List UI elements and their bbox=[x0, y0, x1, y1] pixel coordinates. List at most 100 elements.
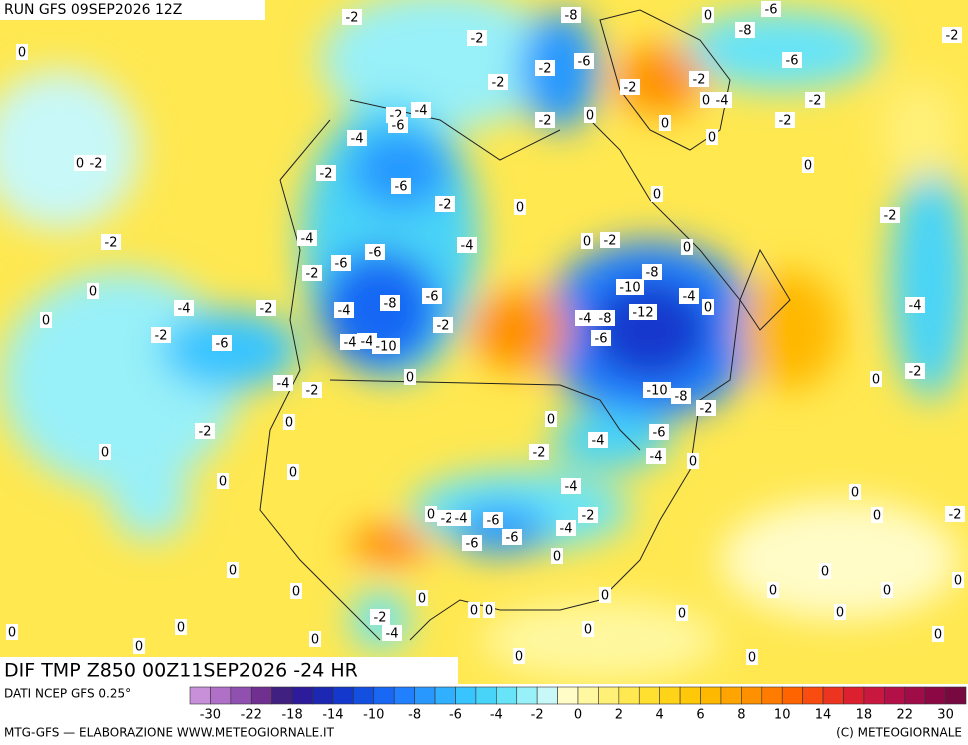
map-title: DIF TMP Z850 00Z11SEP2026 -24 HR bbox=[4, 660, 358, 682]
colorbar-swatch bbox=[598, 686, 620, 705]
colorbar-swatch bbox=[393, 686, 415, 705]
colorbar-tick-label: -30 bbox=[200, 708, 221, 723]
label-box bbox=[702, 7, 714, 23]
label-box bbox=[529, 444, 549, 460]
contour-label: 0 bbox=[873, 509, 881, 524]
label-box bbox=[595, 310, 615, 326]
contour-label: -2 bbox=[604, 234, 617, 249]
label-box bbox=[290, 583, 302, 599]
contour-label: 0 bbox=[418, 592, 426, 607]
label-box bbox=[391, 178, 411, 194]
label-box bbox=[849, 484, 861, 500]
contour-label: 0 bbox=[954, 574, 962, 589]
contour-label: 0 bbox=[311, 633, 319, 648]
colorbar-tick-label: 18 bbox=[856, 708, 873, 723]
label-box bbox=[212, 335, 232, 351]
label-box bbox=[870, 371, 882, 387]
contour-label: 0 bbox=[836, 606, 844, 621]
label-box bbox=[646, 448, 666, 464]
field-region bbox=[350, 130, 450, 210]
contour-label: -6 bbox=[335, 257, 348, 272]
colorbar-swatch bbox=[659, 686, 681, 705]
contour-label: -4 bbox=[344, 336, 357, 351]
contour-label: 0 bbox=[553, 550, 561, 565]
contour-label: -4 bbox=[683, 290, 696, 305]
label-box bbox=[679, 288, 699, 304]
label-box bbox=[87, 283, 99, 299]
contour-label: -4 bbox=[579, 312, 592, 327]
contour-label: -6 bbox=[426, 290, 439, 305]
contour-label: -2 bbox=[693, 73, 706, 88]
contour-label: -10 bbox=[375, 340, 396, 355]
label-box bbox=[761, 1, 781, 17]
contour-label: 0 bbox=[851, 486, 859, 501]
field-region bbox=[470, 290, 570, 370]
colorbar-swatch bbox=[700, 686, 722, 705]
contour-label: 0 bbox=[678, 607, 686, 622]
label-box bbox=[74, 155, 86, 171]
label-box bbox=[380, 295, 400, 311]
colorbar-swatch bbox=[291, 686, 313, 705]
label-box bbox=[616, 279, 644, 295]
colorbar-tick-label: 22 bbox=[896, 708, 913, 723]
contour-label: -2 bbox=[779, 114, 792, 129]
contour-label: 0 bbox=[292, 585, 300, 600]
contour-label: -8 bbox=[565, 9, 578, 24]
contour-label: -2 bbox=[884, 209, 897, 224]
contour-label: 0 bbox=[583, 235, 591, 250]
contour-label: 0 bbox=[229, 564, 237, 579]
label-box bbox=[599, 587, 611, 603]
label-box bbox=[451, 510, 471, 526]
label-box bbox=[6, 624, 18, 640]
label-box bbox=[513, 648, 525, 664]
field-region bbox=[680, 10, 880, 90]
contour-label: -6 bbox=[392, 119, 405, 134]
contour-label: -8 bbox=[384, 297, 397, 312]
colorbar-swatch bbox=[434, 686, 456, 705]
label-box bbox=[309, 631, 321, 647]
contour-label: -2 bbox=[437, 319, 450, 334]
field-region bbox=[720, 500, 960, 620]
label-box bbox=[302, 382, 322, 398]
field-region bbox=[0, 70, 140, 230]
colorbar-swatch bbox=[414, 686, 436, 705]
colorbar-swatch bbox=[332, 686, 354, 705]
colorbar-swatch bbox=[516, 686, 538, 705]
contour-label: -6 bbox=[466, 537, 479, 552]
contour-label: -4 bbox=[386, 627, 399, 642]
contour-label: -2 bbox=[306, 267, 319, 282]
label-box bbox=[422, 288, 442, 304]
contour-label: -8 bbox=[599, 312, 612, 327]
label-box bbox=[483, 512, 503, 528]
contour-label: -4 bbox=[415, 104, 428, 119]
label-box bbox=[819, 563, 831, 579]
contour-label: 0 bbox=[704, 301, 712, 316]
contour-label: -6 bbox=[395, 180, 408, 195]
label-box bbox=[689, 71, 709, 87]
colorbar-swatch bbox=[230, 686, 252, 705]
label-box bbox=[433, 317, 453, 333]
label-box bbox=[256, 300, 276, 316]
contour-label: -2 bbox=[946, 29, 959, 44]
contour-label: 0 bbox=[702, 94, 710, 109]
label-box bbox=[151, 327, 171, 343]
label-box bbox=[217, 473, 229, 489]
contour-label: -2 bbox=[624, 81, 637, 96]
label-box bbox=[101, 234, 121, 250]
colorbar-swatch bbox=[945, 686, 967, 705]
label-box bbox=[535, 112, 555, 128]
contour-label: 0 bbox=[547, 413, 555, 428]
contour-label: -4 bbox=[277, 377, 290, 392]
label-box bbox=[706, 129, 718, 145]
contour-label: -4 bbox=[301, 232, 314, 247]
colorbar-tick-label: 10 bbox=[774, 708, 791, 723]
contour-label: -2 bbox=[471, 32, 484, 47]
contour-label: -6 bbox=[216, 337, 229, 352]
label-box bbox=[945, 506, 965, 522]
colorbar-tick-label: 8 bbox=[737, 708, 745, 723]
contour-label: -2 bbox=[439, 198, 452, 213]
colorbar-swatch bbox=[475, 686, 497, 705]
label-box bbox=[905, 297, 925, 313]
label-box bbox=[687, 453, 699, 469]
label-box bbox=[316, 165, 336, 181]
